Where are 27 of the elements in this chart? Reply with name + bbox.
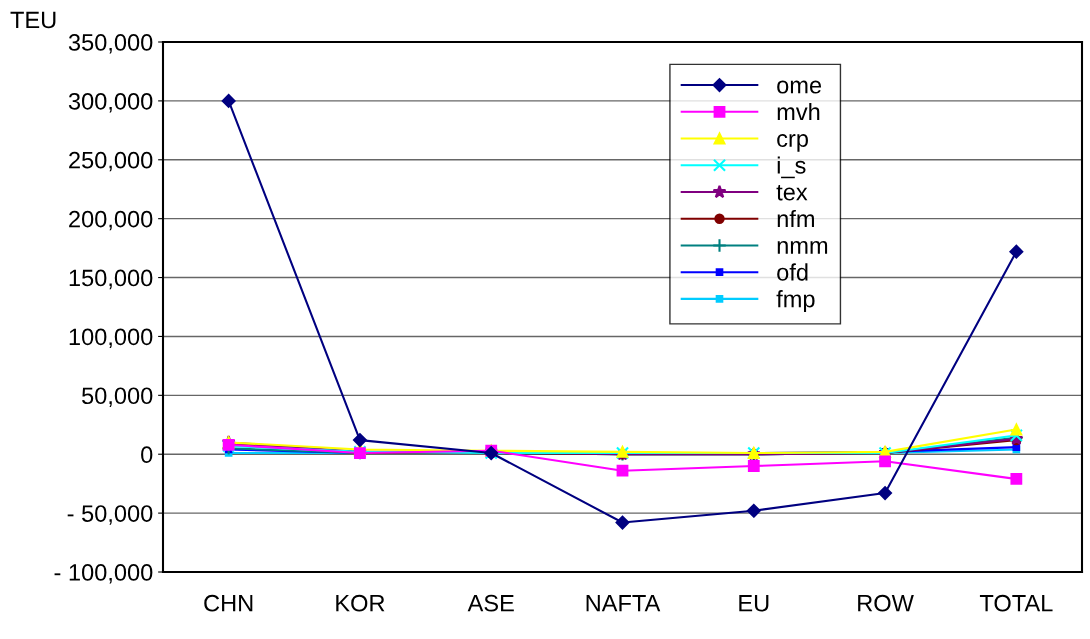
legend-label: i_s [777, 156, 806, 179]
x-tick-label: ROW [858, 594, 914, 612]
legend-label: crp [777, 134, 808, 152]
y-tick-label: 100,000 [69, 328, 153, 349]
y-tick-label: 300,000 [68, 92, 153, 113]
y-tick-label: - 100,000 [54, 564, 153, 584]
legend-label: nmm [777, 241, 828, 254]
legend-label: tex [776, 184, 808, 201]
x-tick-label: NAFTA [586, 595, 661, 612]
y-tick-label: 350,000 [68, 34, 153, 54]
legend-label: mvh [777, 102, 820, 121]
y-tick-label: - 50,000 [67, 505, 153, 525]
legend-label: fmp [776, 290, 815, 313]
x-tick-label: EU [739, 595, 769, 612]
y-tick-label: 150,000 [69, 269, 153, 290]
x-tick-label: KOR [336, 594, 385, 612]
legend-label: nfm [777, 209, 814, 227]
y-tick-label: 200,000 [69, 210, 153, 231]
x-tick-label: CHN [204, 594, 253, 612]
y-tick-label: 50,000 [82, 387, 153, 407]
y-tick-label: 250,000 [69, 151, 153, 172]
y-axis-title: TEU [10, 11, 56, 29]
legend-label: ofd [777, 263, 808, 281]
x-tick-label: ASE [467, 594, 514, 612]
x-tick-label: TOTAL [979, 594, 1053, 612]
legend-label: ome [777, 80, 822, 94]
y-tick-label: 0 [141, 446, 153, 464]
